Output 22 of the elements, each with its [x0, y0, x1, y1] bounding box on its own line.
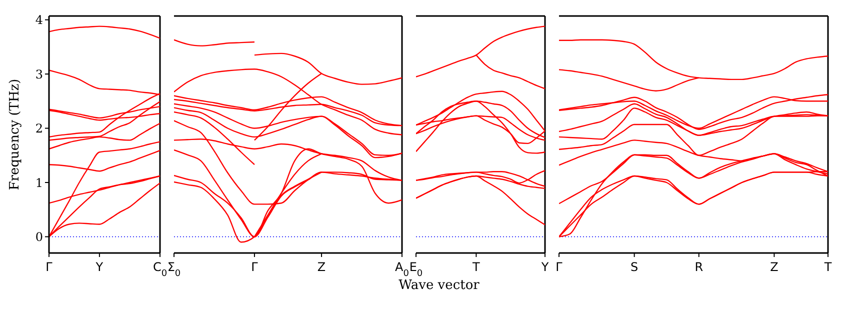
- x-axis-title: Wave vector: [398, 278, 480, 293]
- x-tick-label: R: [694, 260, 704, 274]
- x-tick-label: Y: [94, 260, 104, 274]
- x-tick-label: A$_{0}$: [395, 260, 410, 279]
- y-tick-label: 4: [35, 13, 44, 28]
- x-tick-label: Γ: [556, 260, 563, 274]
- x-tick-label: Γ: [46, 260, 53, 274]
- x-tick-label: T: [823, 260, 832, 274]
- x-tick-label: Γ: [251, 260, 258, 274]
- x-tick-label: Y: [540, 260, 550, 274]
- x-tick-label: Σ$_{0}$: [167, 260, 181, 279]
- x-tick-label: E$_{0}$: [409, 260, 423, 279]
- y-axis-title: Frequency (THz): [8, 78, 23, 190]
- x-tick-label: C$_{0}$: [152, 260, 168, 279]
- y-tick-label: 2: [35, 122, 43, 136]
- x-tick-label: S: [630, 260, 638, 274]
- x-tick-label: Z: [770, 260, 778, 274]
- x-tick-label: Z: [317, 260, 326, 274]
- y-tick-label: 0: [35, 230, 43, 244]
- y-tick-label: 1: [35, 176, 43, 190]
- y-tick-label: 3: [35, 67, 43, 82]
- x-tick-label: T: [472, 260, 481, 274]
